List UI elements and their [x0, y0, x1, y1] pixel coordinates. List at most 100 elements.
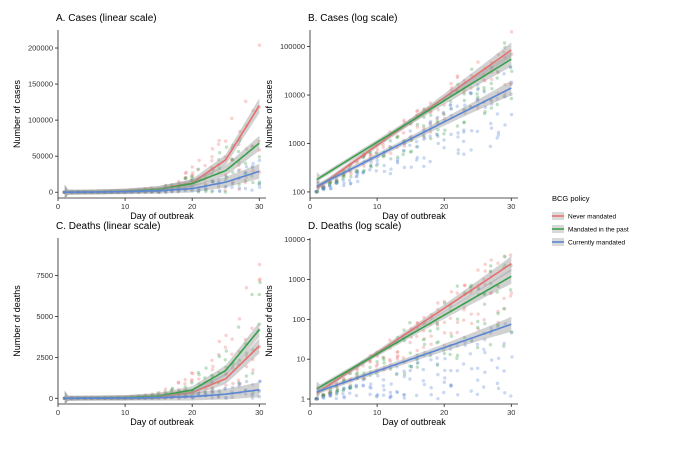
scatter-point — [389, 382, 393, 386]
scatter-point — [368, 359, 372, 364]
scatter-point — [402, 396, 406, 400]
x-tick-label: 10 — [373, 408, 381, 417]
scatter-point — [489, 106, 494, 110]
scatter-point — [462, 128, 466, 132]
scatter-point — [455, 344, 460, 348]
scatter-point — [483, 321, 487, 326]
scatter-point — [257, 148, 262, 152]
scatter-point — [415, 357, 419, 362]
scatter-point — [368, 152, 373, 157]
scatter-point — [203, 390, 208, 395]
scatter-point — [349, 172, 353, 176]
scatter-point — [217, 138, 221, 143]
scatter-point — [421, 133, 426, 138]
scatter-point — [189, 175, 194, 179]
scatter-point — [348, 182, 353, 186]
scatter-point — [342, 378, 346, 382]
scatter-point — [409, 134, 413, 138]
scatter-point — [203, 163, 207, 168]
scatter-point — [354, 383, 358, 387]
scatter-point — [510, 69, 514, 73]
scatter-point — [257, 262, 262, 267]
scatter-point — [223, 387, 227, 391]
scatter-point — [476, 106, 480, 111]
scatter-point — [482, 90, 487, 94]
scatter-point — [314, 397, 319, 401]
scatter-point — [328, 393, 332, 397]
scatter-point — [244, 165, 249, 169]
scatter-point — [328, 186, 333, 191]
scatter-point — [342, 395, 346, 400]
scatter-point — [210, 358, 214, 362]
scatter-point — [258, 379, 262, 384]
scatter-point — [402, 393, 406, 397]
scatter-point — [462, 107, 466, 111]
scatter-point — [388, 338, 392, 342]
scatter-point — [503, 307, 507, 311]
scatter-point — [368, 373, 372, 378]
scatter-point — [237, 186, 242, 190]
scatter-point — [314, 189, 319, 194]
fit-line-2 — [316, 275, 512, 390]
legend-title: BCG policy — [552, 194, 590, 203]
scatter-point — [395, 371, 399, 376]
scatter-point — [230, 158, 234, 162]
scatter-point — [250, 292, 254, 297]
scatter-point — [209, 389, 214, 394]
scatter-point — [203, 376, 207, 380]
y-tick-label: 100 — [292, 187, 305, 196]
scatter-point — [476, 86, 480, 90]
scatter-point — [237, 317, 242, 321]
scatter-point — [496, 70, 500, 75]
scatter-point — [257, 139, 261, 143]
scatter-point — [509, 96, 514, 101]
scatter-point — [361, 384, 366, 388]
scatter-point — [341, 178, 345, 182]
scatter-point — [502, 307, 506, 311]
scatter-point — [231, 366, 235, 370]
scatter-point — [409, 165, 414, 169]
scatter-point — [488, 270, 493, 274]
scatter-point — [315, 397, 319, 401]
scatter-point — [429, 110, 433, 114]
scatter-point — [223, 139, 228, 143]
y-tick-label: 2500 — [36, 353, 53, 362]
scatter-point — [402, 369, 406, 373]
scatter-point — [374, 169, 378, 173]
scatter-point — [394, 389, 399, 394]
scatter-point — [509, 82, 513, 86]
scatter-point — [203, 390, 207, 394]
scatter-point — [328, 390, 333, 394]
scatter-point — [402, 393, 407, 397]
scatter-point — [354, 384, 359, 388]
x-tick-label: 0 — [308, 202, 312, 211]
scatter-point — [204, 186, 208, 190]
scatter-point — [415, 125, 420, 129]
scatter-point — [210, 179, 215, 183]
scatter-point — [496, 323, 500, 327]
scatter-point — [237, 142, 241, 147]
scatter-point — [389, 167, 393, 171]
scatter-point — [495, 102, 500, 107]
scatter-point — [236, 169, 241, 173]
scatter-point — [314, 397, 319, 401]
scatter-point — [443, 116, 447, 121]
scatter-point — [395, 159, 400, 163]
scatter-point — [197, 377, 201, 381]
scatter-point — [449, 290, 454, 294]
scatter-point — [422, 137, 426, 141]
scatter-point — [322, 396, 326, 400]
scatter-point — [482, 292, 487, 297]
scatter-point — [342, 174, 347, 178]
x-axis-title: Day of outbreak — [382, 211, 446, 221]
scatter-point — [314, 397, 318, 401]
fit-line-2 — [316, 58, 512, 181]
scatter-point — [251, 108, 255, 113]
legend: BCG policy Never mandated Mandated in the … — [552, 194, 629, 247]
scatter-point — [362, 371, 366, 375]
scatter-point — [243, 178, 248, 183]
scatter-point — [315, 397, 319, 401]
panel-title: B. Cases (log scale) — [308, 13, 397, 24]
scatter-point — [429, 358, 433, 362]
scatter-point — [314, 189, 318, 194]
